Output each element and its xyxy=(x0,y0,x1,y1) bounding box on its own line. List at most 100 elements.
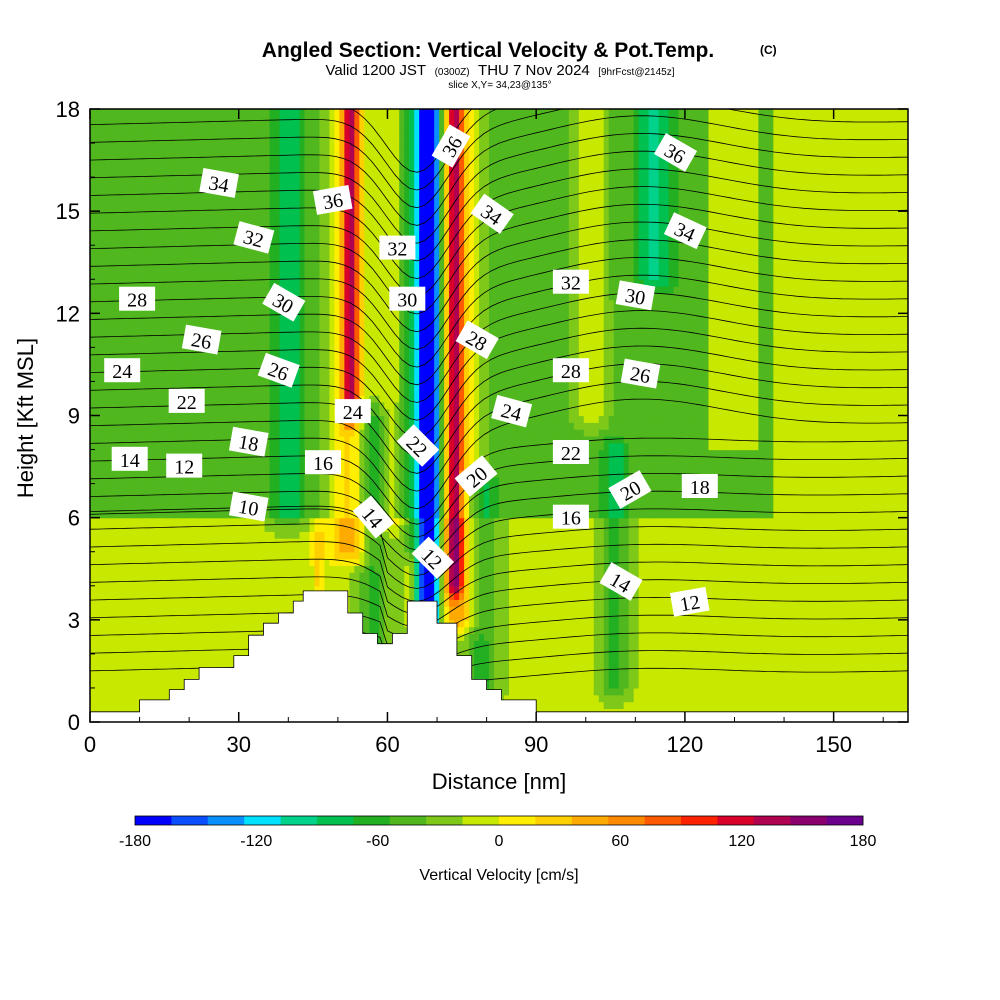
velocity-cell xyxy=(533,524,540,532)
velocity-cell xyxy=(788,633,794,641)
velocity-cell xyxy=(179,674,186,682)
velocity-cell xyxy=(139,585,146,594)
velocity-cell xyxy=(793,694,799,703)
velocity-cell xyxy=(778,687,784,696)
velocity-cell xyxy=(399,613,405,621)
velocity-cell xyxy=(274,613,281,621)
velocity-cell xyxy=(324,510,331,519)
velocity-cell xyxy=(588,653,595,662)
velocity-cell xyxy=(733,606,740,614)
velocity-cell xyxy=(224,619,231,628)
velocity-cell xyxy=(454,565,460,573)
velocity-cell xyxy=(613,538,620,546)
velocity-cell xyxy=(129,633,136,641)
velocity-cell xyxy=(149,538,156,546)
velocity-cell xyxy=(234,538,241,546)
velocity-cell xyxy=(708,531,715,539)
velocity-cell xyxy=(364,572,370,580)
velocity-cell xyxy=(99,701,106,709)
velocity-cell xyxy=(294,551,301,560)
velocity-cell xyxy=(598,667,605,675)
velocity-cell xyxy=(299,524,306,532)
velocity-cell xyxy=(489,653,495,662)
velocity-cell xyxy=(518,544,525,553)
velocity-cell xyxy=(489,619,495,628)
velocity-cell xyxy=(244,538,251,546)
velocity-cell xyxy=(683,531,690,539)
velocity-cell xyxy=(808,681,814,689)
velocity-cell xyxy=(523,640,530,648)
velocity-cell xyxy=(94,585,101,594)
velocity-cell xyxy=(793,599,799,607)
velocity-cell xyxy=(588,531,595,539)
velocity-cell xyxy=(573,701,580,709)
velocity-cell xyxy=(99,687,106,696)
velocity-cell xyxy=(863,544,869,553)
velocity-cell xyxy=(758,619,764,628)
velocity-cell xyxy=(903,687,908,696)
velocity-cell xyxy=(124,640,131,648)
velocity-cell xyxy=(598,660,605,669)
velocity-cell xyxy=(678,619,685,628)
velocity-cell xyxy=(219,551,226,560)
velocity-cell xyxy=(603,558,610,566)
velocity-cell xyxy=(788,653,794,662)
velocity-cell xyxy=(114,578,121,587)
velocity-cell xyxy=(474,653,480,662)
velocity-cell xyxy=(94,633,101,641)
velocity-cell xyxy=(583,613,590,621)
velocity-cell xyxy=(653,619,660,628)
velocity-cell xyxy=(499,606,505,614)
velocity-cell xyxy=(703,626,710,635)
velocity-cell xyxy=(638,578,645,587)
velocity-cell xyxy=(274,606,281,614)
velocity-cell xyxy=(618,592,625,600)
velocity-cell xyxy=(194,517,201,526)
velocity-cell xyxy=(573,647,580,655)
velocity-cell xyxy=(708,572,715,580)
velocity-cell xyxy=(663,640,670,648)
velocity-cell xyxy=(454,517,460,526)
velocity-cell xyxy=(628,701,635,709)
velocity-cell xyxy=(449,565,455,573)
velocity-cell xyxy=(379,531,385,539)
velocity-cell xyxy=(788,531,794,539)
velocity-cell xyxy=(264,578,271,587)
velocity-cell xyxy=(174,565,181,573)
velocity-cell xyxy=(738,592,744,600)
velocity-cell xyxy=(379,619,385,628)
velocity-cell xyxy=(888,531,894,539)
velocity-cell xyxy=(104,694,111,703)
velocity-cell xyxy=(843,606,849,614)
velocity-cell xyxy=(319,572,326,580)
velocity-cell xyxy=(154,626,161,635)
velocity-cell xyxy=(194,674,201,682)
velocity-cell xyxy=(494,565,500,573)
velocity-cell xyxy=(269,565,276,573)
velocity-cell xyxy=(194,538,201,546)
velocity-cell xyxy=(329,565,335,573)
velocity-cell xyxy=(683,619,690,628)
velocity-cell xyxy=(648,544,655,553)
velocity-cell xyxy=(508,647,515,655)
velocity-cell xyxy=(828,558,834,566)
velocity-cell xyxy=(768,681,774,689)
velocity-cell xyxy=(833,633,839,641)
velocity-cell xyxy=(194,599,201,607)
velocity-cell xyxy=(788,606,794,614)
velocity-cell xyxy=(164,660,171,669)
velocity-cell xyxy=(758,640,764,648)
velocity-cell xyxy=(543,687,550,696)
velocity-cell xyxy=(518,585,525,594)
velocity-cell xyxy=(543,701,550,709)
velocity-cell xyxy=(94,538,101,546)
velocity-cell xyxy=(688,701,695,709)
velocity-cell xyxy=(269,613,276,621)
velocity-cell xyxy=(489,674,495,682)
velocity-cell xyxy=(503,578,510,587)
velocity-cell xyxy=(808,626,814,635)
velocity-cell xyxy=(229,565,236,573)
velocity-cell xyxy=(603,660,610,669)
velocity-cell xyxy=(763,572,769,580)
velocity-cell xyxy=(264,531,271,539)
